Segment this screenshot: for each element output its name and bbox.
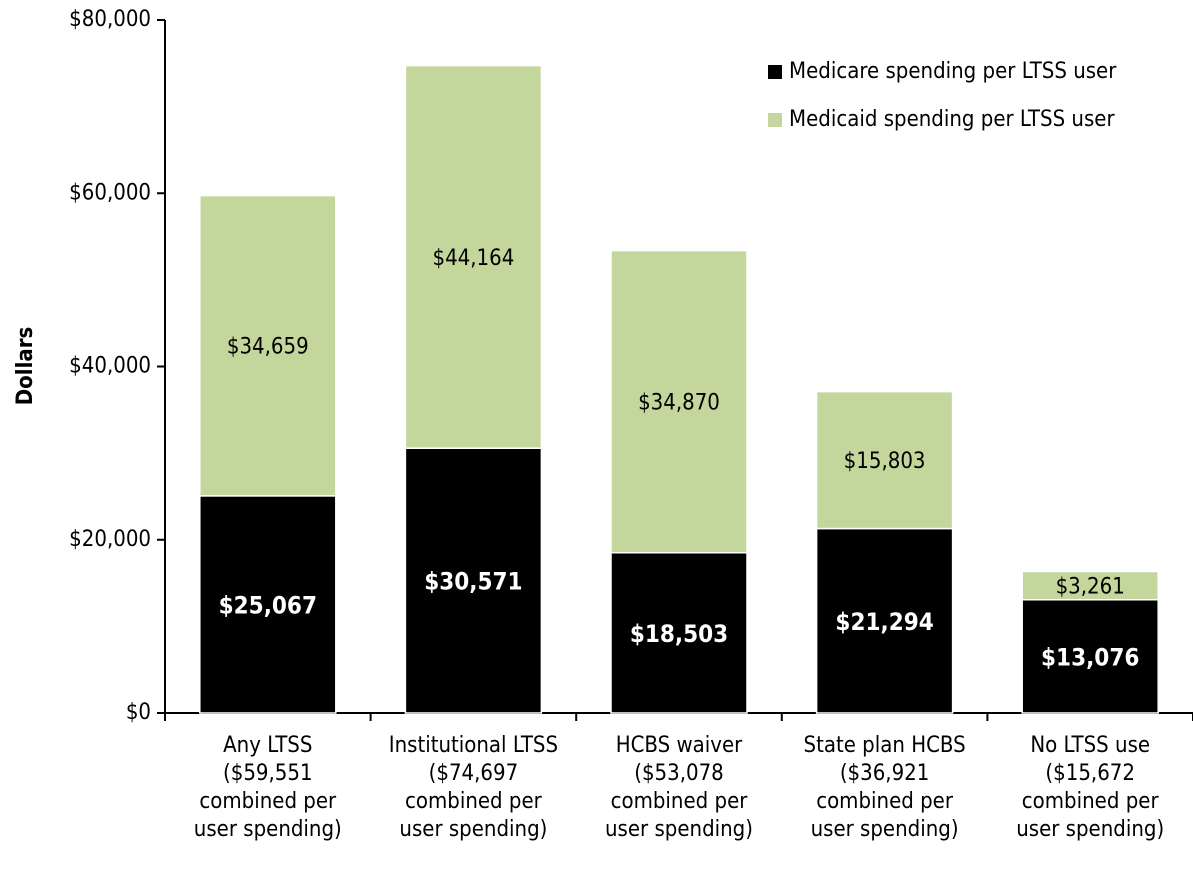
legend-swatch [768, 113, 782, 127]
legend-label: Medicare spending per LTSS user [789, 59, 1117, 84]
y-tick-label: $40,000 [69, 354, 151, 379]
value-label: $18,503 [630, 620, 728, 648]
y-axis-label: Dollars [13, 327, 38, 406]
bar-segment [610, 551, 748, 714]
legend-label: Medicaid spending per LTSS user [789, 107, 1115, 132]
value-label: $21,294 [835, 608, 933, 636]
x-tick-label: Institutional LTSS ($74,697 combined per us… [389, 733, 558, 842]
x-tick-label: No LTSS use ($15,672 combined per user spen… [1016, 733, 1164, 842]
value-label: $15,803 [844, 449, 926, 474]
bar-segment [815, 527, 954, 714]
x-tick-label: State plan HCBS ($36,921 combined per user … [804, 733, 966, 842]
bar-segment [1021, 570, 1159, 601]
value-label: $34,659 [227, 335, 309, 360]
legend-swatch [768, 65, 782, 79]
value-label: $3,261 [1056, 575, 1125, 600]
value-label: $30,571 [424, 568, 522, 596]
y-tick-label: $0 [126, 700, 151, 725]
y-tick-label: $20,000 [69, 527, 151, 552]
value-label: $44,164 [432, 246, 514, 271]
bar-segment [610, 249, 748, 554]
value-label: $34,870 [638, 391, 720, 416]
x-tick-label: HCBS waiver ($53,078 combined per user spen… [605, 733, 753, 842]
y-tick-label: $80,000 [69, 7, 151, 32]
value-label: $13,076 [1041, 643, 1139, 671]
bar-segment [199, 194, 337, 497]
x-tick-label: Any LTSS ($59,551 combined per user spendin… [194, 733, 342, 842]
value-label: $25,067 [219, 591, 317, 619]
bar-segment [815, 390, 954, 530]
y-tick-label: $60,000 [69, 180, 151, 205]
bar-segment [404, 64, 543, 449]
bar-segment [199, 495, 337, 714]
